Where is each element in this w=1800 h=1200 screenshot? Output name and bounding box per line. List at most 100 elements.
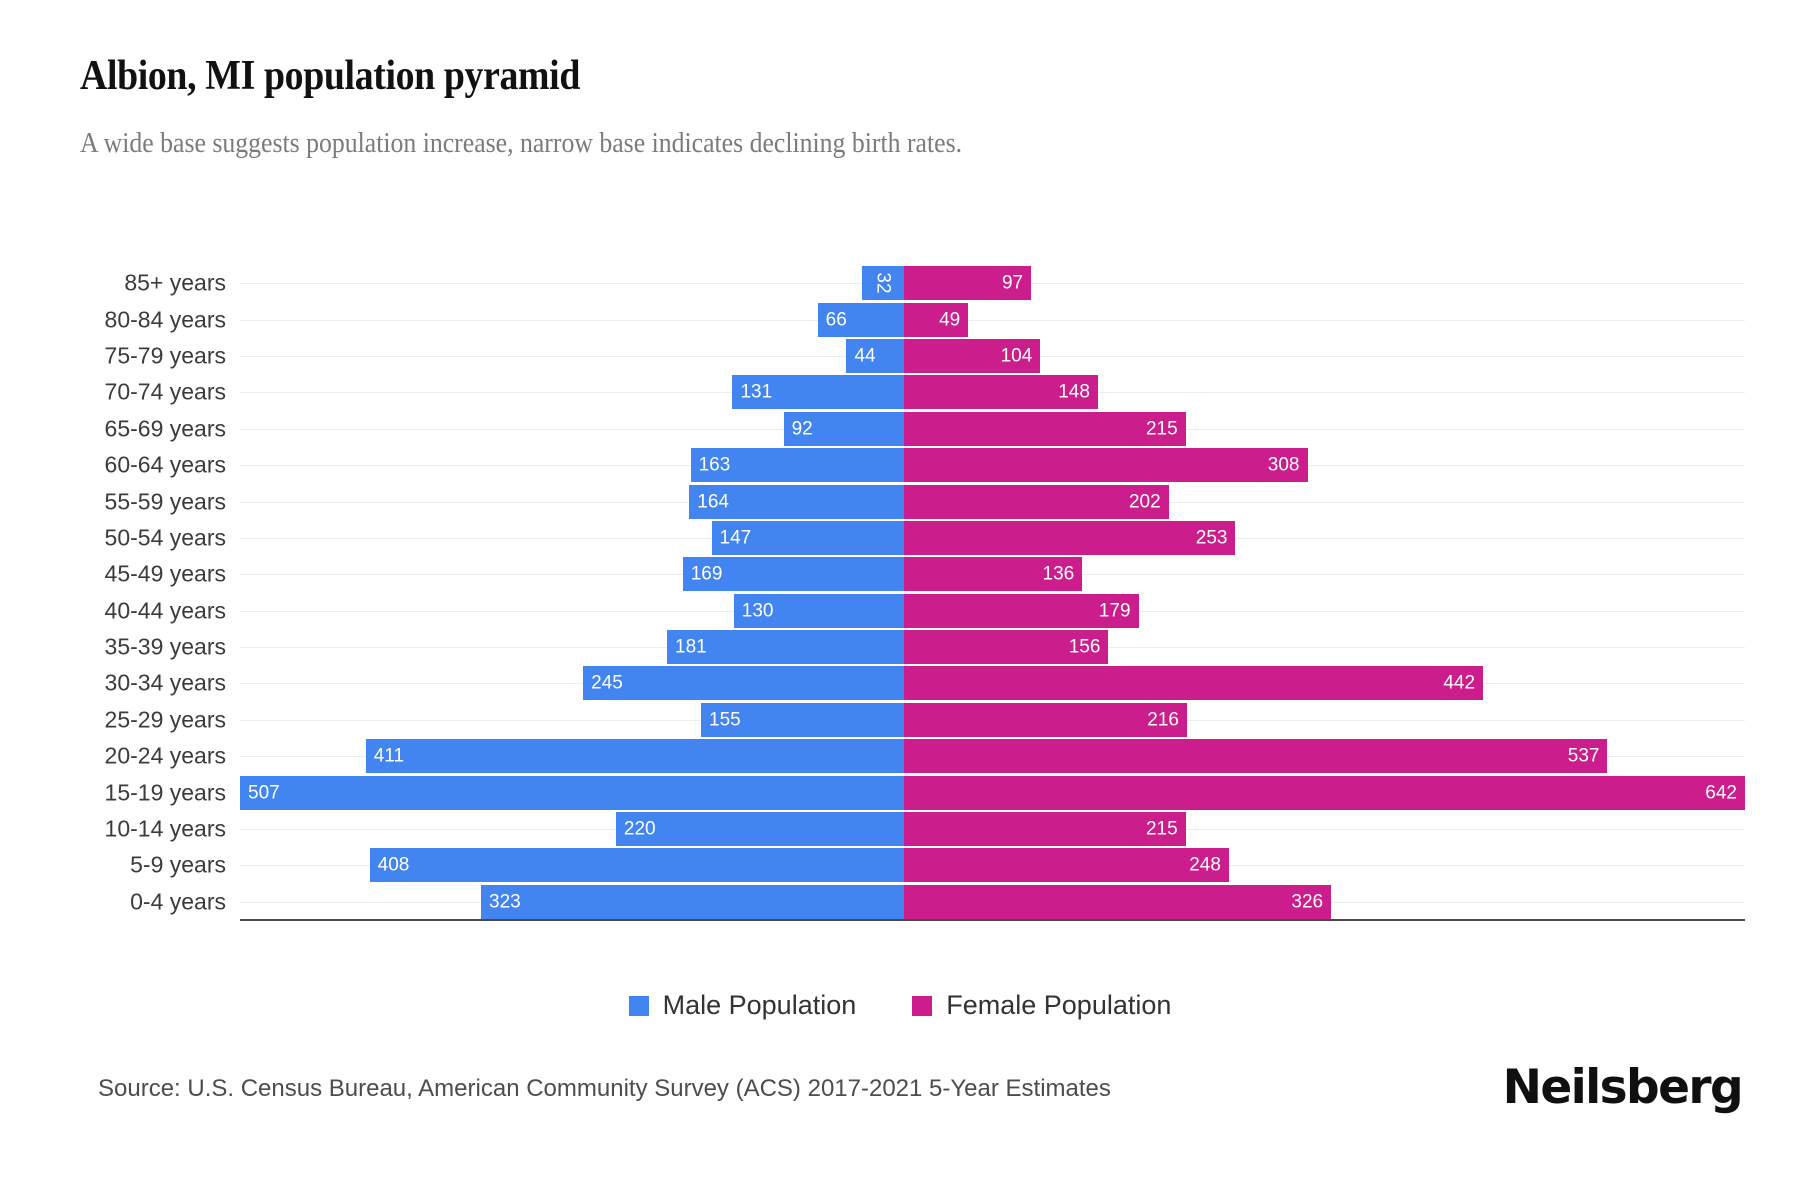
pyramid-row: 25-29 years 155 216 <box>105 702 1745 738</box>
category-label: 15-19 years <box>104 779 226 806</box>
category-label: 0-4 years <box>130 888 226 915</box>
category-label: 85+ years <box>124 269 226 296</box>
bar-value-female: 136 <box>1042 563 1075 585</box>
category-label: 10-14 years <box>104 815 226 842</box>
bar-value-female: 148 <box>1058 381 1090 403</box>
pyramid-row: 80-84 years 66 49 <box>105 301 1745 337</box>
x-axis-line <box>240 919 1745 921</box>
bar-male[interactable]: 163 <box>690 448 905 483</box>
bar-female[interactable]: 215 <box>904 411 1186 446</box>
legend-label: Female Population <box>946 990 1172 1020</box>
category-label: 60-64 years <box>104 451 226 478</box>
pyramid-row: 50-54 years 147 253 <box>105 520 1745 556</box>
bar-male[interactable]: 323 <box>481 884 905 919</box>
bar-male[interactable]: 507 <box>240 775 905 810</box>
bar-female[interactable]: 642 <box>904 775 1745 810</box>
bar-male[interactable]: 92 <box>783 411 905 446</box>
pyramid-row: 10-14 years 220 215 <box>105 811 1745 847</box>
chart-subtitle: A wide base suggests population increase… <box>80 128 963 159</box>
bar-male[interactable]: 32 <box>862 266 905 301</box>
bar-value-male: 131 <box>740 381 773 403</box>
bar-value-male: 155 <box>709 709 741 731</box>
pyramid-row: 45-49 years 169 136 <box>105 556 1745 592</box>
bar-value-female: 156 <box>1068 636 1101 658</box>
pyramid-row: 0-4 years 323 326 <box>130 884 1745 920</box>
legend-label: Male Population <box>662 990 857 1020</box>
category-label: 75-79 years <box>104 342 226 369</box>
bar-male[interactable]: 164 <box>689 484 905 519</box>
bar-male[interactable]: 147 <box>711 520 905 555</box>
bar-value-female: 202 <box>1128 491 1161 513</box>
bar-female[interactable]: 253 <box>904 520 1236 555</box>
bar-female[interactable]: 308 <box>904 448 1308 483</box>
bar-value-male: 408 <box>377 854 410 876</box>
bar-value-male: 66 <box>825 309 847 331</box>
bar-value-female: 97 <box>1001 272 1024 294</box>
bar-value-male: 32 <box>872 272 894 294</box>
bar-male[interactable]: 131 <box>732 375 905 410</box>
bar-value-male: 92 <box>791 418 813 440</box>
bar-female[interactable]: 104 <box>904 338 1041 373</box>
bar-value-female: 215 <box>1145 818 1178 840</box>
bar-female[interactable]: 49 <box>904 302 969 337</box>
legend-item[interactable]: Female Population <box>912 990 1171 1021</box>
bar-female[interactable]: 537 <box>904 739 1608 774</box>
bar-value-male: 147 <box>719 527 752 549</box>
bar-value-female: 215 <box>1145 418 1178 440</box>
category-label: 5-9 years <box>130 851 226 878</box>
bar-male[interactable]: 408 <box>369 848 905 883</box>
bar-female[interactable]: 97 <box>904 266 1032 301</box>
bar-male[interactable]: 130 <box>733 593 905 628</box>
bar-value-male: 164 <box>697 491 729 513</box>
bar-male[interactable]: 155 <box>701 702 905 737</box>
pyramid-row: 65-69 years 92 215 <box>105 411 1745 447</box>
bar-value-female: 216 <box>1147 709 1179 731</box>
bar-value-male: 181 <box>675 636 707 658</box>
bar-female[interactable]: 442 <box>904 666 1484 701</box>
bar-value-female: 308 <box>1267 454 1300 476</box>
bar-value-male: 245 <box>591 672 623 694</box>
category-label: 25-29 years <box>104 706 226 733</box>
bar-value-female: 442 <box>1443 672 1476 694</box>
bar-male[interactable]: 411 <box>365 739 905 774</box>
bar-value-male: 130 <box>741 600 774 622</box>
category-label: 45-49 years <box>104 560 226 587</box>
category-label: 80-84 years <box>104 306 226 333</box>
legend-swatch-female-icon <box>912 995 933 1016</box>
bar-male[interactable]: 245 <box>583 666 905 701</box>
bar-male[interactable]: 220 <box>615 812 905 847</box>
pyramid-row: 30-34 years 245 442 <box>105 665 1745 701</box>
bar-female[interactable]: 179 <box>904 593 1139 628</box>
pyramid-row: 70-74 years 131 148 <box>105 374 1745 410</box>
category-label: 70-74 years <box>104 378 226 405</box>
bar-value-female: 253 <box>1195 527 1228 549</box>
bar-male[interactable]: 169 <box>682 557 905 592</box>
bar-male[interactable]: 44 <box>846 338 905 373</box>
source-note: Source: U.S. Census Bureau, American Com… <box>98 1075 1111 1102</box>
category-label: 55-59 years <box>104 488 226 515</box>
pyramid-row: 15-19 years 507 642 <box>105 774 1745 810</box>
bar-male[interactable]: 181 <box>667 630 905 665</box>
bar-female[interactable]: 248 <box>904 848 1229 883</box>
chart-legend: Male Population Female Population <box>0 990 1800 1021</box>
bar-female[interactable]: 215 <box>904 812 1186 847</box>
legend-item[interactable]: Male Population <box>628 990 857 1021</box>
bar-value-male: 220 <box>623 818 656 840</box>
category-label: 65-69 years <box>104 415 226 442</box>
bar-female[interactable]: 326 <box>904 884 1332 919</box>
bar-female[interactable]: 216 <box>904 702 1187 737</box>
pyramid-row: 55-59 years 164 202 <box>105 483 1745 519</box>
bar-female[interactable]: 202 <box>904 484 1169 519</box>
pyramid-row: 35-39 years 181 156 <box>105 629 1745 665</box>
category-label: 40-44 years <box>104 597 226 624</box>
pyramid-row: 5-9 years 408 248 <box>130 847 1745 883</box>
category-label: 30-34 years <box>104 669 226 696</box>
bar-female[interactable]: 136 <box>904 557 1083 592</box>
bar-value-female: 49 <box>939 309 961 331</box>
bar-male[interactable]: 66 <box>817 302 905 337</box>
brand-logo: Neilsberg <box>1502 1060 1744 1115</box>
bar-female[interactable]: 148 <box>904 375 1098 410</box>
bar-female[interactable]: 156 <box>904 630 1109 665</box>
pyramid-row: 75-79 years 44 104 <box>105 338 1745 374</box>
